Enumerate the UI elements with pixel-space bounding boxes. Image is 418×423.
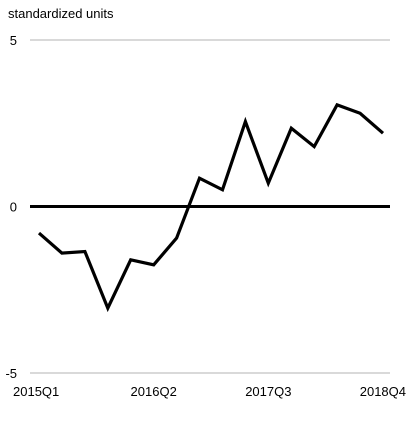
y-tick-label-0: 5 — [10, 33, 17, 48]
y-axis-unit-label: standardized units — [8, 6, 114, 21]
x-tick-label-2: 2017Q3 — [245, 384, 291, 399]
x-tick-label-3: 2018Q4 — [360, 384, 406, 399]
y-tick-labels: 5 0 -5 — [5, 33, 17, 381]
x-tick-label-0: 2015Q1 — [13, 384, 59, 399]
y-tick-label-2: -5 — [5, 366, 17, 381]
y-tick-label-1: 0 — [10, 200, 17, 215]
x-tick-labels: 2015Q1 2016Q2 2017Q3 2018Q4 — [13, 384, 406, 399]
x-tick-label-1: 2016Q2 — [131, 384, 177, 399]
